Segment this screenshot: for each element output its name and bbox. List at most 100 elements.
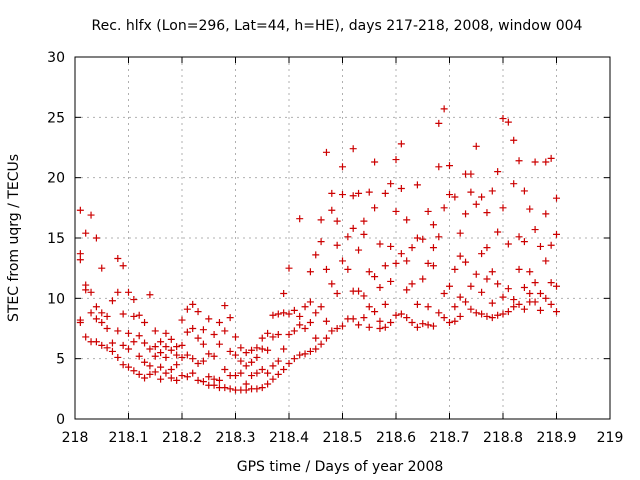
data-point [141, 318, 149, 326]
data-point [456, 252, 464, 260]
data-point [130, 312, 138, 320]
data-point [76, 256, 84, 264]
data-point [510, 303, 518, 311]
data-point [472, 200, 480, 208]
data-point [125, 345, 132, 353]
data-point [467, 170, 475, 178]
data-point [536, 290, 544, 298]
data-point [108, 297, 116, 305]
data-point [82, 286, 90, 294]
data-point [520, 187, 528, 195]
data-point [510, 296, 518, 304]
data-point [322, 334, 330, 342]
data-point [547, 279, 555, 287]
data-point [365, 303, 373, 311]
data-point [194, 376, 202, 384]
data-point [515, 157, 523, 165]
data-point [199, 378, 207, 386]
data-point [553, 282, 560, 290]
data-point [151, 343, 159, 351]
data-point [392, 259, 400, 267]
data-point [306, 268, 314, 276]
data-point [146, 345, 154, 353]
data-point [349, 224, 357, 232]
data-point [488, 268, 496, 276]
grid-lines [75, 57, 610, 419]
axis-ticks: 218 218.1 218.2 218.3 218.4 218.5 218.6 218.7 21… [47, 50, 623, 446]
data-point [280, 309, 288, 317]
data-point [173, 376, 181, 384]
data-point [285, 359, 293, 367]
data-point [553, 230, 560, 238]
data-point [178, 353, 186, 361]
y-tick-label: 10 [47, 291, 65, 307]
data-point [344, 233, 352, 241]
data-point [515, 233, 523, 241]
data-point [424, 303, 432, 311]
data-point [504, 285, 512, 293]
data-point [237, 369, 245, 377]
data-point [392, 311, 400, 319]
data-point [381, 323, 389, 331]
data-point [130, 296, 138, 304]
data-point [515, 300, 523, 308]
data-point [494, 311, 502, 319]
data-point [296, 215, 304, 223]
data-point [547, 241, 555, 249]
data-point [520, 283, 528, 291]
data-point [264, 369, 272, 377]
data-point [333, 217, 341, 225]
data-point [467, 282, 475, 290]
data-point [162, 329, 170, 337]
data-point [269, 311, 277, 319]
data-point [408, 318, 416, 326]
data-point [125, 288, 132, 296]
data-point [478, 193, 486, 201]
data-point [157, 375, 165, 383]
data-point [312, 251, 320, 259]
data-point [242, 362, 250, 370]
data-point [339, 163, 346, 171]
data-point [135, 352, 143, 360]
x-tick-label: 218.4 [269, 430, 309, 446]
data-point [403, 257, 411, 265]
data-point [210, 352, 218, 360]
data-point [162, 369, 170, 377]
data-point [403, 286, 411, 294]
data-point [547, 154, 555, 162]
data-point [339, 191, 346, 199]
data-point [280, 366, 288, 374]
data-point [306, 347, 314, 355]
data-point [376, 325, 384, 332]
data-point [483, 312, 491, 320]
data-point [82, 229, 90, 237]
data-point [205, 350, 213, 358]
data-point [504, 308, 512, 316]
data-point [419, 275, 427, 283]
data-point [189, 300, 197, 308]
data-point [435, 119, 443, 127]
data-point [264, 380, 272, 388]
data-point [531, 298, 539, 306]
data-point [167, 366, 175, 374]
data-point [355, 189, 363, 197]
data-point [167, 374, 175, 382]
data-point [451, 303, 459, 311]
data-points [76, 105, 560, 394]
data-point [76, 250, 84, 258]
data-point [488, 314, 496, 322]
data-point [381, 300, 389, 308]
data-point [306, 298, 314, 306]
data-point [504, 240, 512, 248]
data-point [462, 210, 470, 218]
data-point [365, 188, 373, 196]
data-point [403, 216, 411, 224]
x-tick-label: 218.7 [429, 430, 469, 446]
data-point [360, 314, 368, 322]
data-point [499, 293, 507, 301]
data-point [317, 216, 325, 224]
data-point [456, 293, 464, 301]
y-tick-label: 20 [47, 171, 65, 187]
data-point [135, 332, 143, 340]
data-point [114, 255, 122, 263]
